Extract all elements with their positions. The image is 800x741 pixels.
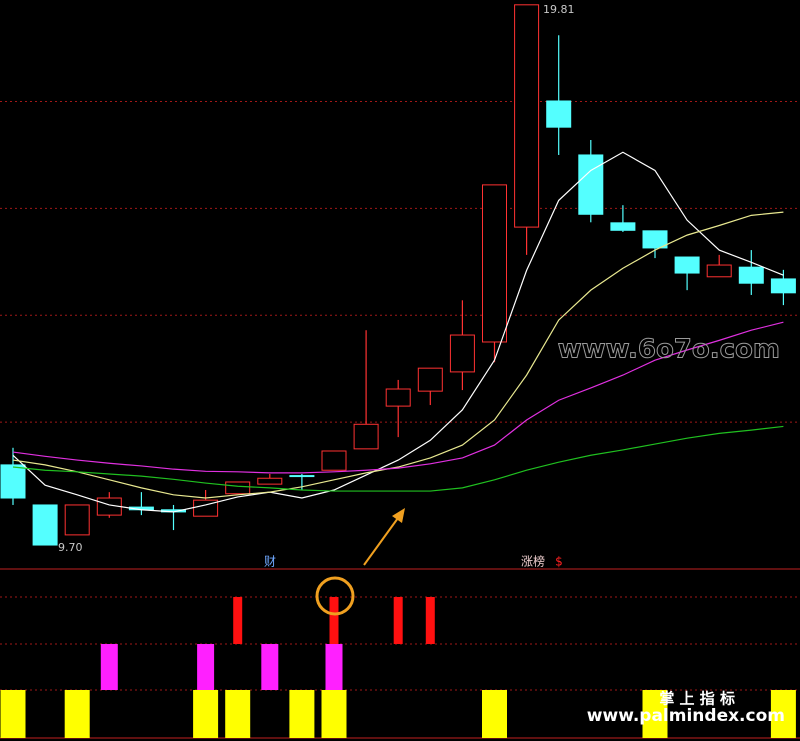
candle-body	[514, 4, 540, 228]
signal-bar	[64, 690, 90, 738]
candle-body	[0, 464, 26, 499]
highlight-circle	[315, 576, 355, 616]
signal-bar	[261, 644, 279, 690]
signal-bar	[393, 597, 403, 644]
signal-bar	[321, 690, 347, 738]
moving-average-line	[12, 425, 784, 492]
candle-body	[578, 154, 604, 215]
candle-body	[546, 100, 572, 128]
watermark: 掌 上 指 标	[659, 690, 735, 708]
candle-body	[257, 477, 283, 485]
candle-body	[353, 423, 379, 450]
candle-body	[417, 367, 443, 392]
indicator-label: 财	[264, 555, 276, 569]
signal-bar	[642, 690, 668, 738]
signal-bar	[482, 690, 507, 738]
watermark: www.6o7o.com	[558, 335, 780, 365]
min-price-label: 9.70	[58, 541, 83, 554]
moving-average-line	[12, 321, 784, 474]
moving-average-line	[12, 151, 784, 513]
candle-body	[321, 450, 347, 471]
signal-bar	[0, 690, 26, 738]
max-price-label: 19.81	[543, 3, 575, 16]
candle-body	[642, 230, 668, 249]
signal-bar	[329, 597, 339, 644]
signal-bar	[233, 597, 243, 644]
candle-body	[289, 475, 315, 478]
signal-bar	[425, 597, 435, 644]
signal-bar	[100, 644, 118, 690]
candle-body	[674, 256, 700, 274]
candle-body	[738, 266, 764, 284]
moving-average-line	[12, 211, 784, 499]
candle-body	[770, 278, 796, 294]
candle-body	[449, 334, 475, 373]
arrow-shaft	[363, 517, 399, 566]
signal-bar	[225, 690, 251, 738]
candle-body	[706, 264, 732, 278]
signal-bar	[325, 644, 343, 690]
candle-body	[64, 504, 90, 536]
candle-body	[225, 481, 251, 495]
signal-bar	[770, 690, 796, 738]
candle-body	[482, 184, 507, 343]
signal-bar	[193, 690, 219, 738]
plot	[0, 4, 800, 738]
signal-bar	[289, 690, 315, 738]
candle-body	[32, 504, 58, 546]
candle-body	[385, 388, 411, 407]
indicator-label: 涨榜	[521, 554, 545, 569]
watermark: www.palmindex.com	[587, 706, 785, 726]
arrow-head	[392, 508, 405, 523]
signal-bar	[197, 644, 215, 690]
candle-body	[610, 222, 636, 231]
indicator-label: $	[555, 555, 563, 569]
